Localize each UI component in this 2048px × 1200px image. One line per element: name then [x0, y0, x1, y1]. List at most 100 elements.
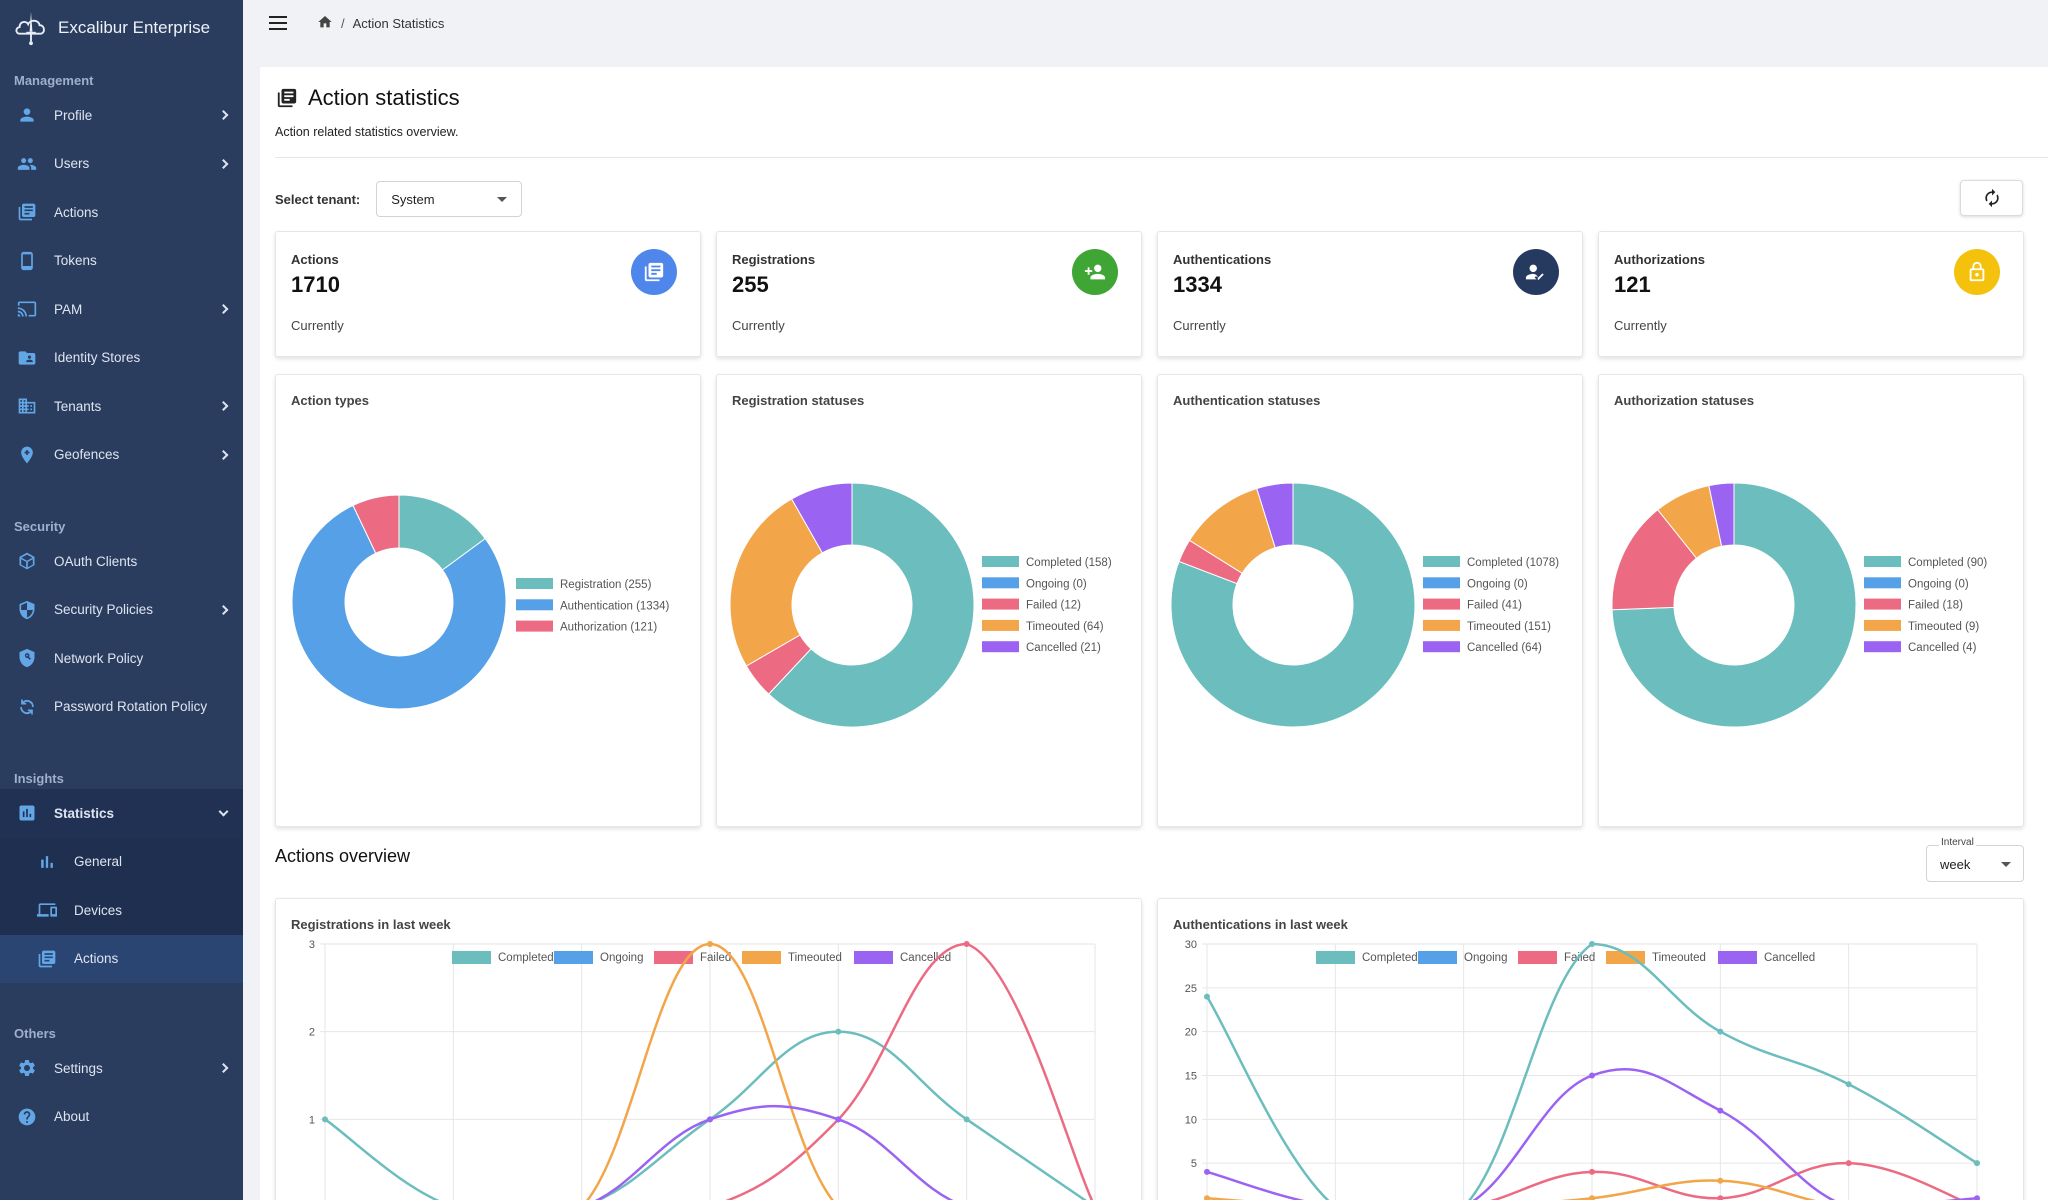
- y-tick-label: 1: [309, 1114, 315, 1126]
- series-line-failed[interactable]: [325, 942, 1095, 1200]
- sidebar-item-oauth-clients[interactable]: OAuth Clients: [0, 537, 243, 586]
- building-icon: [16, 395, 38, 417]
- sidebar-item-about[interactable]: About: [0, 1093, 243, 1142]
- legend-swatch: [1423, 556, 1460, 567]
- sidebar-item-statistics[interactable]: Statistics: [0, 789, 243, 838]
- sidebar-item-tokens[interactable]: Tokens: [0, 237, 243, 286]
- sidebar-spacer: [0, 731, 243, 767]
- data-point-completed[interactable]: [1717, 1028, 1724, 1035]
- chevron-right-icon: [218, 401, 229, 412]
- sidebar-item-devices[interactable]: Devices: [0, 886, 243, 935]
- donut-card-registration-statuses: Registration statuses Completed (158) Ongo…: [716, 374, 1142, 827]
- interval-select[interactable]: Interval week: [1926, 837, 2024, 882]
- sidebar-item-users[interactable]: Users: [0, 140, 243, 189]
- data-point-cancelled[interactable]: [1974, 1195, 1980, 1200]
- sidebar-item-settings[interactable]: Settings: [0, 1044, 243, 1093]
- data-point-completed[interactable]: [835, 1028, 842, 1035]
- stat-title: Registrations: [732, 252, 816, 267]
- topbar: / Action Statistics: [243, 0, 2048, 46]
- data-point-completed[interactable]: [322, 1116, 328, 1123]
- sidebar-item-tenants[interactable]: Tenants: [0, 382, 243, 431]
- donut-slice-authorization-121[interactable]: [352, 494, 400, 554]
- legend-label: Cancelled (21): [1026, 642, 1101, 654]
- sidebar-item-label: Geofences: [54, 447, 120, 463]
- donut-slice-cancelled-21[interactable]: [790, 482, 853, 554]
- sidebar-item-geofences[interactable]: Geofences: [0, 431, 243, 480]
- data-point-timeouted[interactable]: [707, 941, 713, 947]
- y-tick-label: 2: [309, 1027, 315, 1039]
- tenant-selector: Select tenant: System: [275, 181, 523, 217]
- brand[interactable]: Excalibur Enterprise: [0, 0, 243, 56]
- sidebar-spacer: [0, 983, 243, 1022]
- donut-slice-completed-1078[interactable]: [1170, 482, 1416, 728]
- donut-slice-cancelled-64[interactable]: [1256, 482, 1294, 549]
- sidebar-item-profile[interactable]: Profile: [0, 91, 243, 140]
- sidebar-item-pam[interactable]: PAM: [0, 285, 243, 334]
- stat-value: 1710: [291, 272, 340, 297]
- tenant-select-value: System: [391, 191, 435, 207]
- sidebar-item-identity-stores[interactable]: Identity Stores: [0, 334, 243, 383]
- menu-icon[interactable]: [269, 16, 287, 30]
- data-point-cancelled[interactable]: [1589, 1072, 1595, 1079]
- data-point-completed[interactable]: [1204, 993, 1210, 1000]
- pin-icon: [16, 444, 38, 466]
- sidebar-item-label: Profile: [54, 107, 93, 123]
- data-point-completed[interactable]: [1589, 941, 1595, 947]
- refresh-button[interactable]: [1960, 180, 2023, 216]
- data-point-failed[interactable]: [1845, 1160, 1852, 1167]
- sidebar-item-label: Devices: [74, 902, 123, 918]
- legend-swatch: [982, 556, 1019, 567]
- data-point-completed[interactable]: [1845, 1081, 1852, 1088]
- refresh-icon: [1984, 188, 1999, 208]
- donut-slice-authentication-1334[interactable]: [291, 504, 507, 710]
- donut-chart: Registration (255) Authentication (1334) A…: [291, 494, 669, 710]
- sidebar-item-actions[interactable]: Actions: [0, 188, 243, 237]
- donut-card-authorization-statuses: Authorization statuses Completed (90) Ongo…: [1598, 374, 2024, 827]
- gear-icon: [16, 1057, 38, 1079]
- legend-swatch: [1718, 951, 1757, 964]
- sidebar-item-security-policies[interactable]: Security Policies: [0, 586, 243, 635]
- line-chart: 0510152025302025-01-102025-01-112025-01-…: [1185, 939, 1980, 1200]
- data-point-cancelled[interactable]: [707, 1116, 713, 1123]
- sidebar-spacer: [0, 56, 243, 69]
- legend-label: Ongoing (0): [1467, 578, 1528, 590]
- data-point-cancelled[interactable]: [1204, 1168, 1210, 1175]
- donut-slice-timeouted-64[interactable]: [729, 498, 824, 667]
- data-point-failed[interactable]: [1717, 1195, 1724, 1200]
- sidebar-section-title: Insights: [14, 770, 64, 786]
- tenant-select[interactable]: System: [376, 181, 523, 217]
- donut-slice-completed-158[interactable]: [767, 482, 975, 728]
- sidebar-item-label: Identity Stores: [54, 350, 141, 366]
- stat-value: 121: [1614, 272, 1651, 297]
- chevron-right-icon: [218, 110, 229, 121]
- legend-label: Authentication (1334): [560, 600, 669, 612]
- legend-swatch: [1418, 951, 1457, 964]
- data-point-completed[interactable]: [1974, 1160, 1980, 1167]
- data-point-cancelled[interactable]: [1717, 1107, 1724, 1114]
- donut-slice-cancelled-4[interactable]: [1708, 482, 1735, 547]
- donut-slice-completed-90[interactable]: [1611, 482, 1857, 728]
- sidebar-item-label: Password Rotation Policy: [54, 699, 208, 715]
- rotate-icon: [16, 696, 38, 718]
- stat-value: 255: [732, 272, 769, 297]
- sidebar-item-actions[interactable]: Actions: [0, 934, 243, 983]
- home-icon[interactable]: [317, 14, 333, 33]
- sidebar-item-general[interactable]: General: [0, 837, 243, 886]
- data-point-failed[interactable]: [963, 941, 970, 947]
- data-point-cancelled[interactable]: [835, 1116, 842, 1123]
- legend-swatch: [1864, 598, 1901, 610]
- data-point-failed[interactable]: [1589, 1168, 1595, 1175]
- sidebar-item-password-rotation-policy[interactable]: Password Rotation Policy: [0, 683, 243, 732]
- stat-footnote: Currently: [1614, 318, 1667, 333]
- sidebar-item-network-policy[interactable]: Network Policy: [0, 634, 243, 683]
- line-chart: 01232025-01-102025-01-112025-01-122025-0…: [309, 939, 1096, 1200]
- data-point-timeouted[interactable]: [1204, 1195, 1210, 1200]
- legend-swatch: [982, 619, 1019, 631]
- legend-label: Completed: [1362, 952, 1418, 964]
- data-point-timeouted[interactable]: [1717, 1177, 1724, 1184]
- data-point-completed[interactable]: [963, 1116, 970, 1123]
- data-point-timeouted[interactable]: [1589, 1195, 1595, 1200]
- legend-label: Failed: [1564, 952, 1595, 964]
- legend-label: Timeouted (64): [1026, 621, 1104, 633]
- chevron-right-icon: [218, 158, 229, 169]
